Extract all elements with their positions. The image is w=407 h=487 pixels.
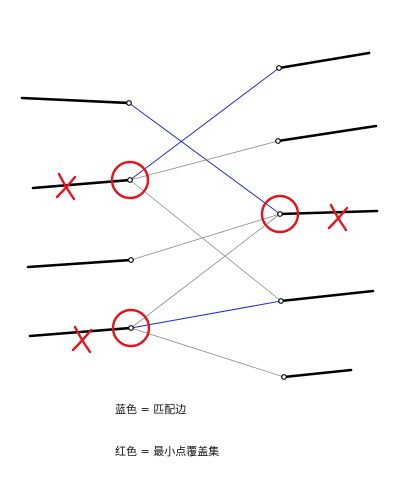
cover-marks-layer: [110, 160, 300, 348]
segment-l1: [20, 96, 131, 105]
node-r5: [281, 374, 287, 380]
node-r3: [277, 211, 283, 217]
matching-edge-l2-r1: [129, 67, 280, 181]
edge-l3-r3: [130, 213, 281, 261]
segment-r1: [277, 51, 371, 70]
diagram-canvas: 蓝色 = 匹配边 红色 = 最小点覆盖集: [20, 51, 379, 458]
segment-r4: [279, 289, 375, 303]
node-l3: [128, 257, 134, 263]
edge-l4-r3: [130, 213, 281, 329]
cross-stroke-b-r3: [327, 206, 349, 230]
segments-layer: [20, 51, 379, 380]
legend: 蓝色 = 匹配边 红色 = 最小点覆盖集: [115, 375, 219, 487]
cross-stroke-b-l4: [71, 328, 93, 352]
segment-r2: [276, 124, 378, 143]
cross-stroke-b-l2: [55, 175, 77, 199]
matching-edge-l4-r4: [130, 300, 282, 329]
legend-matching-label: 蓝色 = 匹配边: [115, 403, 187, 416]
node-l2: [127, 177, 133, 183]
edges-layer: [128, 67, 285, 378]
node-l1: [126, 100, 132, 106]
cover-circle-r3: [260, 194, 300, 234]
cross-marks-layer: [55, 172, 349, 354]
legend-cover-label: 红色 = 最小点覆盖集: [115, 445, 220, 458]
edge-l2-r4: [129, 179, 282, 302]
cover-circle-l2: [110, 160, 150, 200]
segment-l2: [31, 178, 132, 190]
bipartite-matching-diagram: [20, 51, 379, 380]
edge-l2-r2: [129, 140, 279, 181]
node-r4: [278, 298, 284, 304]
segment-l3: [26, 258, 133, 269]
segment-r3: [278, 209, 379, 216]
matching-edge-l1-r3: [128, 102, 281, 215]
edge-l4-r5: [130, 327, 285, 378]
cover-circle-l4: [111, 308, 151, 348]
node-r1: [276, 65, 282, 71]
node-l4: [128, 325, 134, 331]
segment-r5: [282, 368, 353, 379]
node-r2: [275, 138, 281, 144]
